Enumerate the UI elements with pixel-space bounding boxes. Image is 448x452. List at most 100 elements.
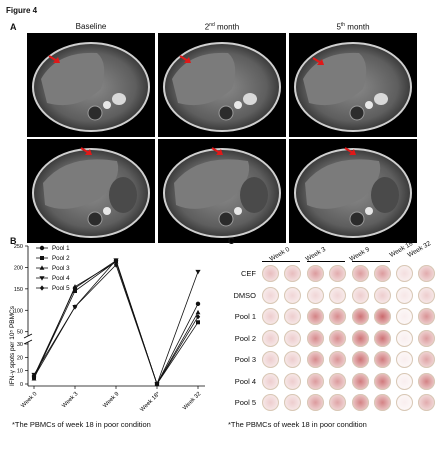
panel-b-letter: B [10, 236, 17, 246]
elispot-well [374, 394, 391, 411]
panel-a-letter: A [10, 22, 17, 32]
y-tick-label: 100 [14, 308, 23, 314]
x-tick-label: Week 0 [20, 391, 38, 409]
elispot-well [284, 286, 301, 304]
elispot-well [396, 286, 413, 304]
aorta [103, 101, 111, 109]
elispot-well [329, 372, 346, 390]
lesion-arrow-icon [312, 57, 324, 65]
x-tick-label: Week 32 [182, 391, 202, 411]
bowel-loops [371, 177, 399, 213]
elispot-well [262, 351, 279, 368]
bowel-loops [109, 177, 137, 213]
elispot-well [329, 308, 346, 325]
liver-region [174, 159, 250, 209]
aorta [103, 207, 111, 215]
aorta [365, 207, 373, 215]
elispot-well [396, 265, 413, 282]
legend-label: Pool 5 [52, 285, 70, 292]
elispot-well [352, 265, 369, 282]
data-point [196, 320, 200, 325]
elispot-well [352, 351, 369, 368]
lesion-arrow-icon [344, 147, 356, 155]
liver-region [43, 159, 119, 209]
vertebra [218, 105, 234, 121]
panel-c-letter: C [228, 236, 235, 246]
liver-region [305, 159, 381, 209]
elispot-well [396, 372, 413, 390]
elispot-well [418, 372, 435, 390]
legend-entry: Pool 3 [36, 265, 70, 272]
row-label: Pool 2 [234, 333, 256, 343]
lesion-arrow-icon [211, 147, 223, 155]
week-bracket [262, 261, 300, 262]
vertebra [349, 211, 365, 227]
elispot-well [418, 351, 435, 368]
elispot-well [262, 329, 279, 347]
data-point [39, 265, 45, 270]
elispot-well [284, 308, 301, 325]
y-tick-label: 30 [17, 342, 23, 348]
elispot-well [352, 286, 369, 304]
panel-b-footnote: *The PBMCs of week 18 in poor condition [12, 420, 151, 429]
elispot-well [329, 329, 346, 347]
figure-title: Figure 4 [6, 6, 38, 15]
elispot-well [262, 394, 279, 411]
elispot-well [262, 308, 279, 325]
panel-b-chart: IFN-γ spots per 10⁵ PBMCs 0 10 20 30 50 100 15… [9, 244, 205, 413]
vertebra [87, 211, 103, 227]
data-point [195, 309, 201, 315]
vertebra [349, 105, 365, 121]
elispot-well [262, 265, 279, 282]
mri-image-r2-c1 [27, 139, 155, 243]
data-point [154, 381, 160, 387]
elispot-well [329, 351, 346, 368]
row-label: Pool 3 [234, 355, 256, 364]
elispot-well [307, 308, 324, 325]
y-tick-label: 250 [14, 244, 23, 250]
kidney [112, 93, 126, 105]
x-tick-label: Week 9 [102, 391, 120, 409]
data-point [40, 256, 44, 260]
row-label: DMSO [233, 290, 257, 300]
elispot-well [329, 394, 346, 411]
x-tick-label: Week 3 [61, 391, 79, 409]
lesion-arrow-icon [179, 55, 191, 63]
y-axis-label: IFN-γ spots per 10⁵ PBMCs [9, 305, 16, 386]
elispot-well [352, 329, 369, 347]
data-point [72, 284, 78, 289]
row-label: Pool 4 [234, 376, 256, 386]
axis-break-mark [23, 333, 33, 339]
elispot-well [307, 372, 324, 390]
y-tick-label: 0 [20, 382, 23, 388]
elispot-well [418, 329, 435, 347]
elispot-well [307, 394, 324, 411]
col-head-5th-month: 5th month [336, 22, 370, 32]
data-point [195, 269, 201, 275]
legend-entry: Pool 5 [36, 285, 70, 292]
elispot-well [352, 308, 369, 325]
legend-label: Pool 2 [52, 255, 70, 262]
lesion-arrow-icon [80, 147, 92, 155]
legend-label: Pool 4 [52, 275, 70, 282]
y-tick-label: 20 [17, 355, 23, 361]
week-bracket [307, 261, 345, 262]
elispot-well [396, 351, 413, 368]
bowel-loops [240, 177, 268, 213]
liver-region [41, 52, 105, 106]
col-head-2nd-month: 2nd month [204, 22, 240, 32]
elispot-well [352, 394, 369, 411]
elispot-well [307, 351, 324, 368]
mri-image-r1-c3 [289, 33, 417, 137]
legend-label: Pool 3 [52, 265, 70, 272]
liver-region [172, 52, 236, 106]
elispot-well [396, 394, 413, 411]
axis-break-mark [23, 339, 33, 345]
elispot-well [307, 265, 324, 282]
vertebra [87, 105, 103, 121]
elispot-well [374, 265, 391, 282]
elispot-well [418, 308, 435, 325]
panel-c-footnote: *The PBMCs of week 18 in poor condition [228, 420, 367, 429]
data-point [113, 258, 119, 263]
elispot-well [374, 308, 391, 325]
